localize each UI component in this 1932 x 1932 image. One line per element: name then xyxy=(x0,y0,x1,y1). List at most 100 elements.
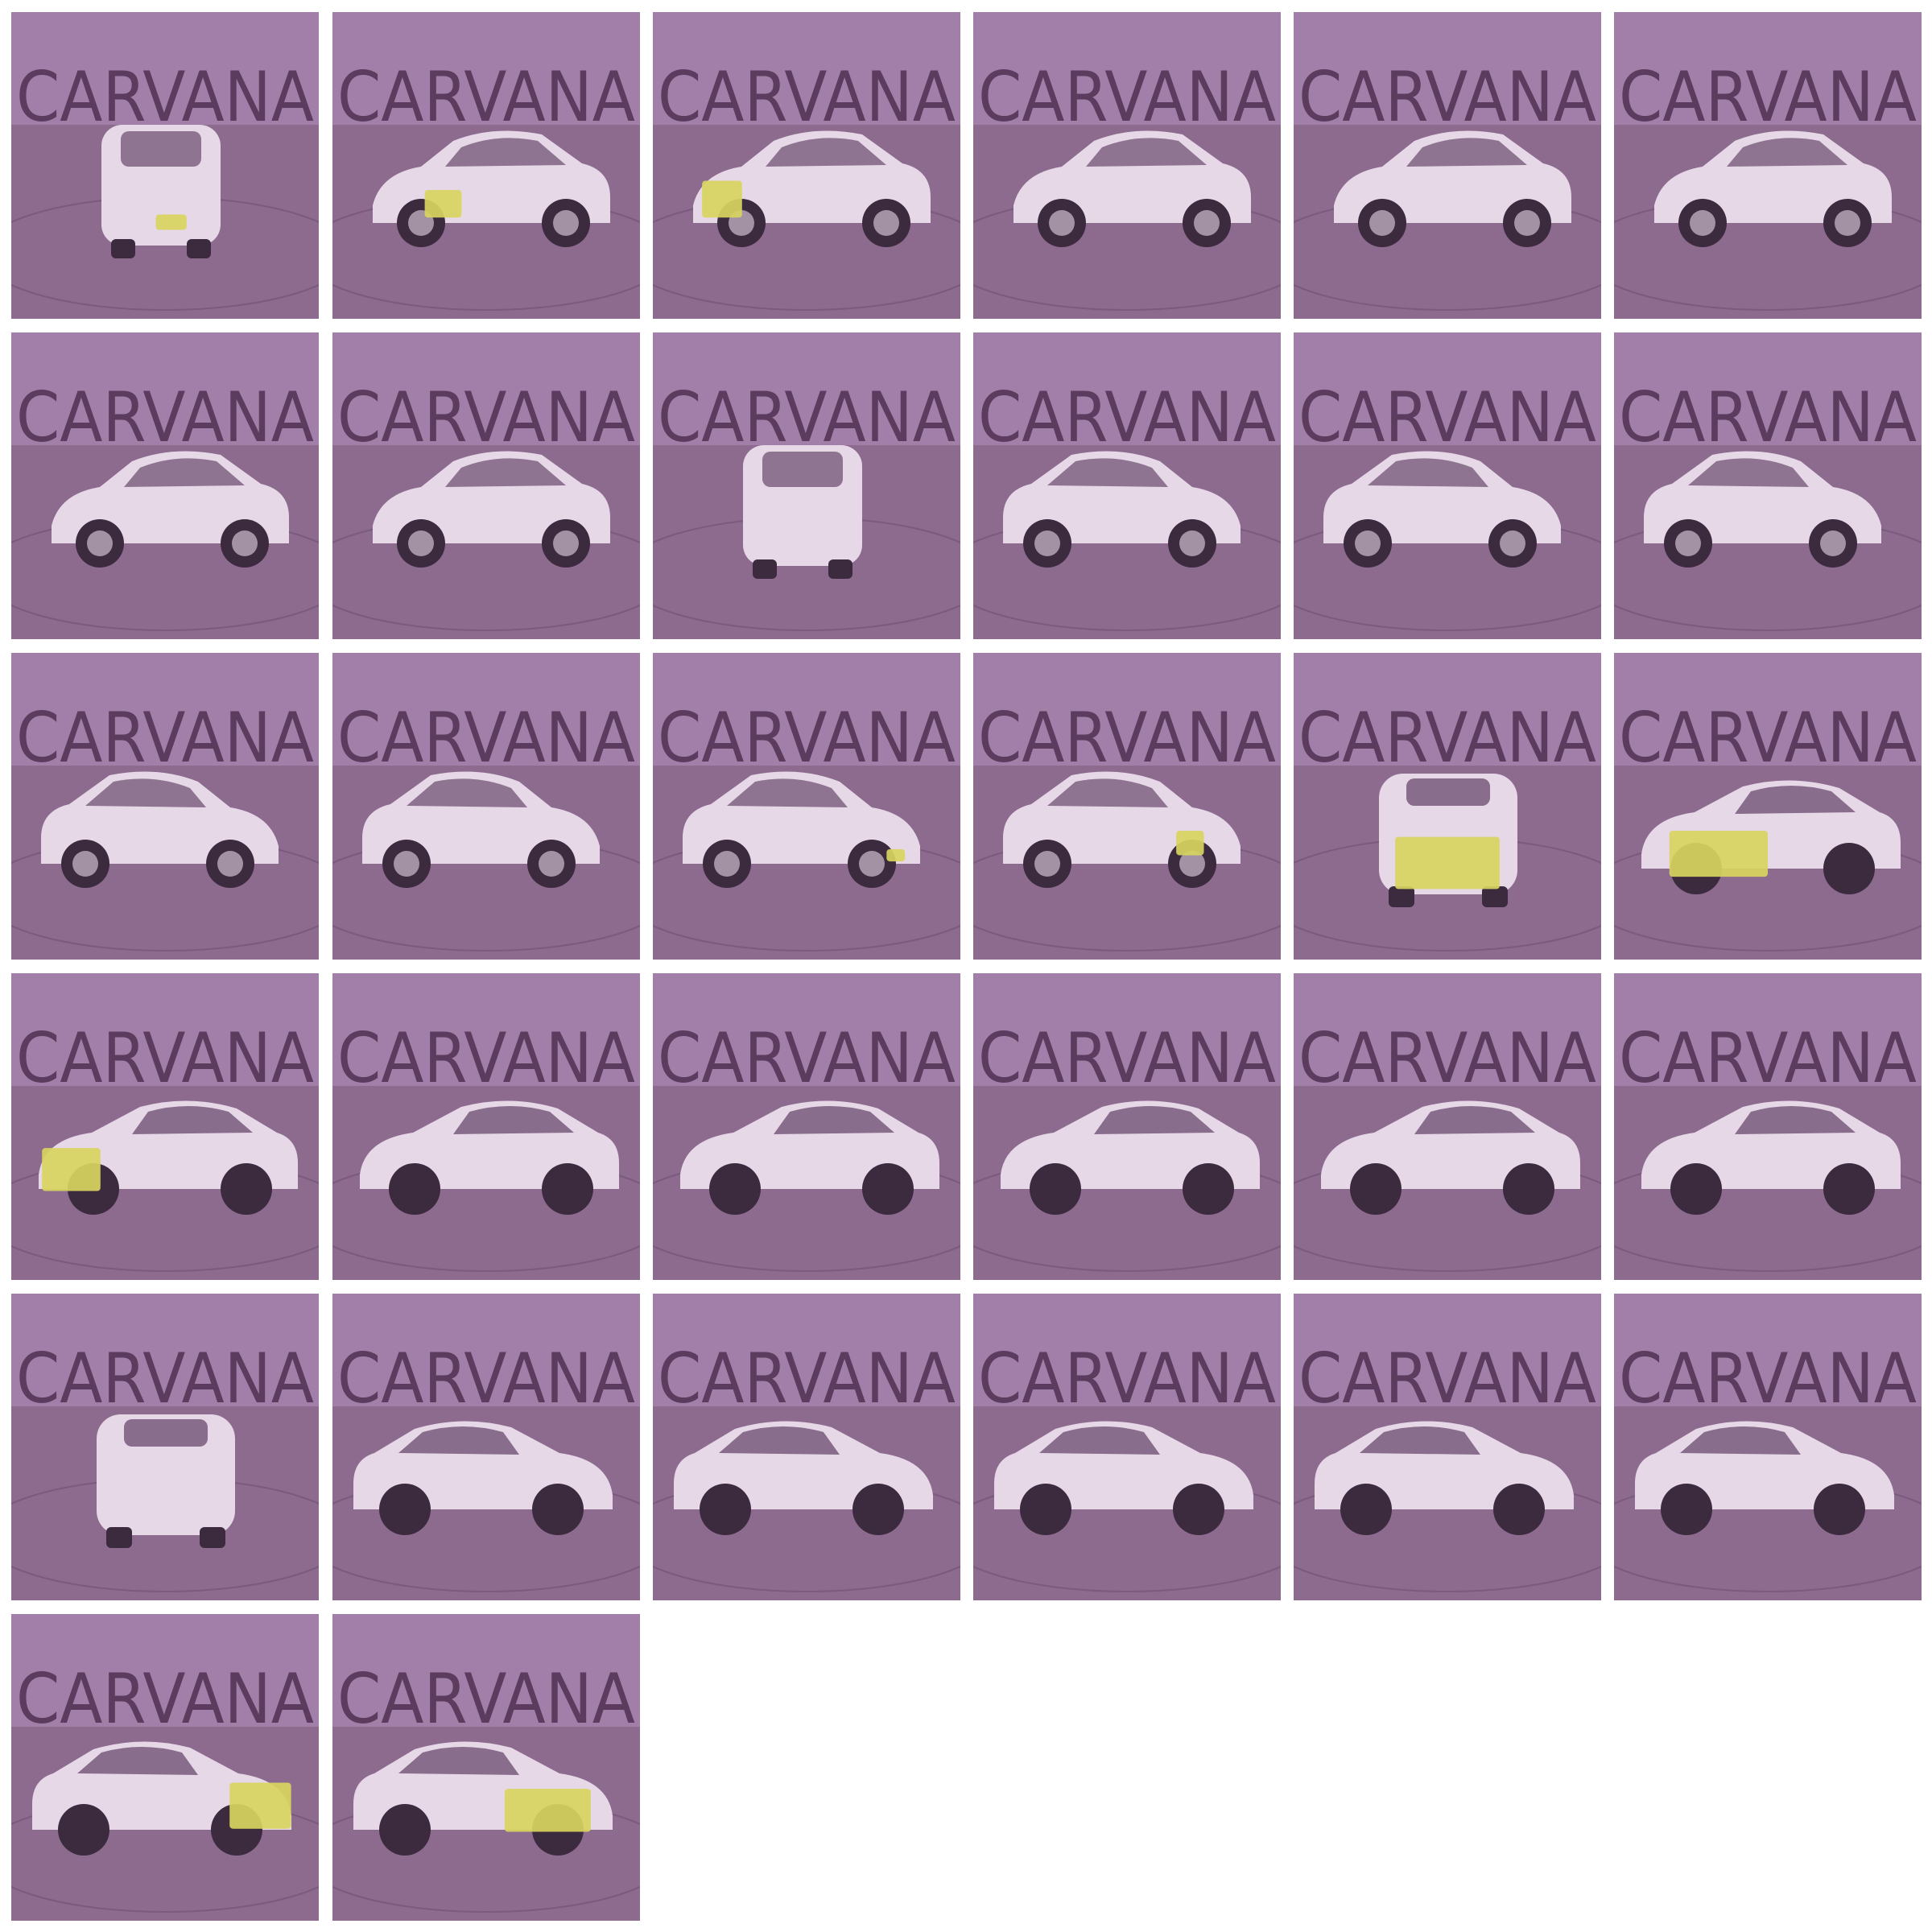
sedan-car xyxy=(1323,451,1561,568)
car-photo: CARVANA xyxy=(11,1614,319,1921)
grid-tile: CARVANA xyxy=(332,1614,640,1921)
carvana-watermark: CARVANA xyxy=(658,1018,956,1099)
carvana-watermark: CARVANA xyxy=(337,1659,635,1740)
carvana-watermark: CARVANA xyxy=(16,1659,314,1740)
carvana-watermark: CARVANA xyxy=(16,698,314,778)
coupe-car xyxy=(1001,1100,1260,1215)
coupe-car xyxy=(1315,1421,1574,1535)
coupe-car xyxy=(994,1421,1253,1535)
sedan-car xyxy=(41,771,279,888)
car-photo: CARVANA xyxy=(1294,12,1601,319)
grid-tile: CARVANA xyxy=(653,332,960,639)
grid-tile: CARVANA xyxy=(653,1294,960,1600)
grid-tile: CARVANA xyxy=(1294,973,1601,1280)
grid-tile: CARVANA xyxy=(1294,12,1601,319)
grid-tile: CARVANA xyxy=(1294,332,1601,639)
grid-tile: CARVANA xyxy=(332,1294,640,1600)
sedan-car xyxy=(683,771,920,888)
car-photo: CARVANA xyxy=(653,1294,960,1600)
car-photo: CARVANA xyxy=(11,1294,319,1600)
carvana-watermark: CARVANA xyxy=(1619,698,1917,778)
coupe-car xyxy=(1641,1100,1901,1215)
car-photo: CARVANA xyxy=(1294,973,1601,1280)
carvana-watermark: CARVANA xyxy=(337,378,635,458)
grid-tile: CARVANA xyxy=(973,973,1281,1280)
grid-tile: CARVANA xyxy=(11,1294,319,1600)
car-photo: CARVANA xyxy=(1614,973,1922,1280)
carvana-watermark: CARVANA xyxy=(978,1018,1276,1099)
carvana-watermark: CARVANA xyxy=(16,378,314,458)
grid-tile: CARVANA xyxy=(1614,653,1922,960)
sedan-car xyxy=(1644,451,1881,568)
carvana-watermark: CARVANA xyxy=(978,378,1276,458)
carvana-watermark: CARVANA xyxy=(658,698,956,778)
carvana-watermark: CARVANA xyxy=(337,1018,635,1099)
sedan-car xyxy=(1013,130,1251,247)
grid-tile: CARVANA xyxy=(973,332,1281,639)
sedan-car xyxy=(743,445,862,579)
grid-tile: CARVANA xyxy=(11,973,319,1280)
car-photo: CARVANA xyxy=(11,653,319,960)
car-photo: CARVANA xyxy=(973,1294,1281,1600)
carvana-watermark: CARVANA xyxy=(658,57,956,138)
carvana-watermark: CARVANA xyxy=(1298,1018,1596,1099)
carvana-watermark: CARVANA xyxy=(1619,1018,1917,1099)
grid-tile: CARVANA xyxy=(332,973,640,1280)
sedan-car xyxy=(1003,451,1241,568)
carvana-watermark: CARVANA xyxy=(337,1339,635,1419)
sedan-car xyxy=(52,451,289,568)
car-photo: CARVANA xyxy=(1614,1294,1922,1600)
segmentation-mask xyxy=(1176,830,1204,856)
sedan-car xyxy=(373,451,610,568)
carvana-watermark: CARVANA xyxy=(1619,57,1917,138)
car-photo: CARVANA xyxy=(332,653,640,960)
carvana-watermark: CARVANA xyxy=(16,1018,314,1099)
carvana-watermark: CARVANA xyxy=(1298,378,1596,458)
grid-tile: CARVANA xyxy=(1294,653,1601,960)
car-photo: CARVANA xyxy=(653,12,960,319)
coupe-car xyxy=(1635,1421,1894,1535)
car-photo: CARVANA xyxy=(653,332,960,639)
grid-tile: CARVANA xyxy=(332,12,640,319)
car-photo: CARVANA xyxy=(973,653,1281,960)
car-photo: CARVANA xyxy=(11,973,319,1280)
segmentation-mask xyxy=(1669,830,1768,877)
car-photo: CARVANA xyxy=(332,332,640,639)
coupe-car xyxy=(1321,1100,1580,1215)
car-photo: CARVANA xyxy=(1294,653,1601,960)
grid-tile: CARVANA xyxy=(1614,332,1922,639)
carvana-watermark: CARVANA xyxy=(658,378,956,458)
segmentation-mask xyxy=(702,180,742,218)
car-photo: CARVANA xyxy=(973,12,1281,319)
grid-tile: CARVANA xyxy=(1614,12,1922,319)
car-photo: CARVANA xyxy=(1614,332,1922,639)
carvana-watermark: CARVANA xyxy=(1619,1339,1917,1419)
carvana-watermark: CARVANA xyxy=(978,1339,1276,1419)
segmentation-mask xyxy=(1395,836,1500,890)
carvana-watermark: CARVANA xyxy=(978,57,1276,138)
segmentation-mask xyxy=(229,1782,291,1829)
sedan-car xyxy=(362,771,600,888)
coupe-car xyxy=(680,1100,939,1215)
coupe-car xyxy=(674,1421,933,1535)
sedan-car xyxy=(101,125,221,258)
carvana-watermark: CARVANA xyxy=(658,1339,956,1419)
sedan-car xyxy=(1654,130,1892,247)
grid-tile: CARVANA xyxy=(332,653,640,960)
car-photo: CARVANA xyxy=(1294,332,1601,639)
car-photo: CARVANA xyxy=(653,973,960,1280)
segmentation-mask xyxy=(504,1789,591,1832)
coupe-car xyxy=(353,1421,613,1535)
car-photo: CARVANA xyxy=(332,1294,640,1600)
coupe-car xyxy=(360,1100,619,1215)
carvana-watermark: CARVANA xyxy=(978,698,1276,778)
grid-tile: CARVANA xyxy=(11,1614,319,1921)
car-photo: CARVANA xyxy=(11,12,319,319)
car-photo: CARVANA xyxy=(1614,12,1922,319)
car-photo: CARVANA xyxy=(1614,653,1922,960)
grid-tile: CARVANA xyxy=(1294,1294,1601,1600)
grid-tile: CARVANA xyxy=(653,973,960,1280)
carvana-watermark: CARVANA xyxy=(1619,378,1917,458)
car-photo: CARVANA xyxy=(973,973,1281,1280)
